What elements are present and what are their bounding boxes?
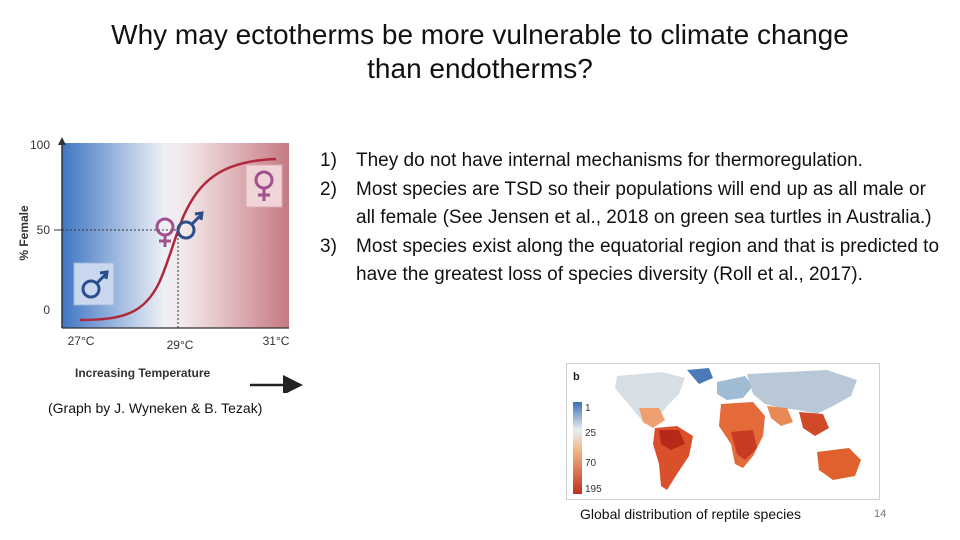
x-tick-31: 31°C: [263, 334, 290, 348]
list-item-text: Most species exist along the equatorial …: [356, 235, 940, 286]
map-europe: [717, 376, 753, 400]
map-australia: [817, 448, 861, 480]
slide-title: Why may ectotherms be more vulnerable to…: [60, 18, 900, 86]
y-tick-0: 0: [43, 303, 50, 317]
map-caption: Global distribution of reptile species: [580, 506, 802, 522]
female-symbol-icon: [245, 164, 283, 208]
list-item: 2) Most species are TSD so their populat…: [320, 176, 950, 233]
male-symbol-icon: [73, 262, 115, 306]
map-central-africa: [731, 430, 757, 460]
legend-value-195: 195: [585, 484, 602, 495]
list-item: 3) Most species exist along the equatori…: [320, 233, 950, 290]
map-greenland: [687, 368, 713, 384]
list-item-text: They do not have internal mechanisms for…: [356, 150, 863, 171]
y-axis-label: % Female: [17, 205, 31, 261]
tsd-graph: 100 50 0 % Female 27°C 29°C 31°C Increas…: [14, 133, 304, 393]
graph-credit: (Graph by J. Wyneken & B. Tezak): [48, 400, 263, 416]
map-north-america: [615, 372, 685, 424]
list-item-text: Most species are TSD so their population…: [356, 178, 932, 229]
map-legend-bar: [573, 402, 582, 494]
page-number: 14: [874, 508, 887, 520]
slide-title-line-1: Why may ectotherms be more vulnerable to…: [111, 19, 849, 50]
x-tick-29: 29°C: [167, 338, 194, 352]
legend-value-1: 1: [585, 403, 591, 414]
x-axis-label: Increasing Temperature: [75, 366, 210, 380]
sex-ratio-curve: [79, 157, 277, 322]
x-tick-27: 27°C: [68, 334, 95, 348]
reptile-distribution-map: b 1 25 70 195: [566, 363, 880, 500]
y-tick-50: 50: [37, 223, 51, 237]
world-map-svg: b 1 25 70 195: [573, 368, 861, 495]
list-item: 1) They do not have internal mechanisms …: [320, 147, 950, 176]
y-axis-arrow: [58, 137, 66, 145]
map-panel-label: b: [573, 371, 580, 383]
map-southeast-asia: [799, 412, 829, 436]
map-mexico: [639, 408, 665, 428]
map-amazon: [659, 430, 685, 450]
female-male-symbol-icon: [155, 211, 204, 247]
legend-value-70: 70: [585, 458, 597, 469]
y-tick-100: 100: [30, 138, 50, 152]
legend-value-25: 25: [585, 428, 597, 439]
list-item-number: 2): [320, 178, 337, 200]
map-middle-east-india: [767, 406, 793, 426]
slide-title-line-2: than endotherms?: [367, 53, 593, 84]
list-item-number: 1): [320, 150, 337, 171]
tsd-graph-svg: 100 50 0 % Female 27°C 29°C 31°C Increas…: [17, 137, 303, 393]
list-item-number: 3): [320, 235, 337, 257]
reasons-list: 1) They do not have internal mechanisms …: [320, 147, 950, 290]
map-asia: [747, 370, 857, 414]
